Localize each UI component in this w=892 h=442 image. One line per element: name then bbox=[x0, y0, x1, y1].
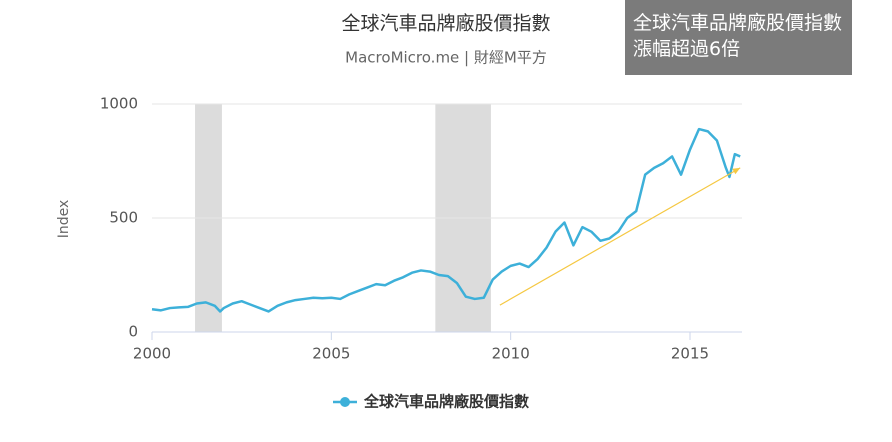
y-axis-label: Index bbox=[56, 200, 72, 239]
chart-title: 全球汽車品牌廠股價指數 bbox=[341, 12, 550, 35]
annotation-box: 全球汽車品牌廠股價指數漲幅超過6倍 bbox=[625, 0, 852, 75]
trend-arrow bbox=[499, 167, 741, 306]
y-tick-label: 500 bbox=[109, 209, 138, 227]
y-tick-label: 1000 bbox=[100, 95, 138, 113]
x-tick-label: 2000 bbox=[133, 345, 171, 363]
series-line bbox=[151, 127, 741, 313]
legend-marker bbox=[340, 397, 350, 407]
legend-label: 全球汽車品牌廠股價指數 bbox=[363, 393, 529, 411]
x-tick-label: 2015 bbox=[671, 345, 709, 363]
trend-arrow-head bbox=[732, 167, 741, 175]
x-tick-label: 2010 bbox=[492, 345, 530, 363]
x-tick-label: 2005 bbox=[312, 345, 350, 363]
chart-subtitle: MacroMicro.me | 財經M平方 bbox=[345, 49, 547, 67]
y-tick-label: 0 bbox=[128, 323, 138, 341]
